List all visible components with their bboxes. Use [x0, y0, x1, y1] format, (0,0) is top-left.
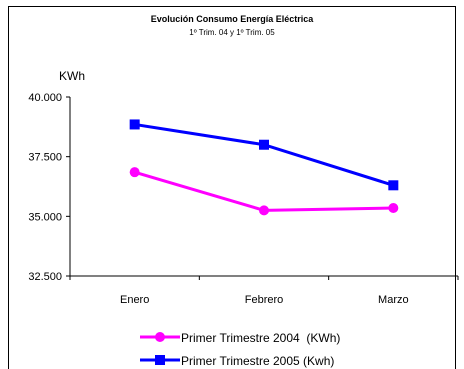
legend-marker-2	[155, 355, 165, 365]
series-2-point	[259, 139, 269, 150]
y-tick-label: 37.500	[28, 152, 62, 164]
y-tick-label: 40.000	[28, 92, 62, 104]
y-axis-label: KWh	[59, 69, 85, 83]
x-tick-label: Febrero	[245, 294, 284, 306]
series-1-point	[129, 167, 140, 178]
series-2-point	[129, 119, 140, 130]
legend-label-2: Primer Trimestre 2005 (Kwh)	[181, 354, 334, 368]
chart-title: Evolución Consumo Energía Eléctrica	[150, 14, 314, 24]
legend-marker-1	[155, 332, 165, 342]
series-1-point	[259, 205, 269, 216]
y-tick-label: 32.500	[28, 271, 62, 283]
series-line-1	[134, 170, 394, 212]
series-line-2	[134, 122, 394, 187]
legend-label-1: Primer Trimestre 2004 (KWh)	[181, 331, 340, 345]
chart-frame	[8, 6, 456, 369]
x-tick-label: Enero	[120, 294, 149, 306]
y-tick-label: 35.000	[28, 211, 62, 223]
chart-subtitle: 1º Trim. 04 y 1º Trim. 05	[189, 28, 275, 37]
series-2-point	[388, 180, 399, 191]
series-1-point	[388, 202, 399, 213]
x-tick-label: Marzo	[378, 294, 409, 306]
